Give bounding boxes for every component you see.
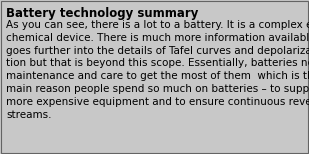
Text: As you can see, there is a lot to a battery. It is a complex electro-
chemical d: As you can see, there is a lot to a batt… bbox=[6, 20, 309, 120]
Text: Battery technology summary: Battery technology summary bbox=[6, 7, 198, 20]
